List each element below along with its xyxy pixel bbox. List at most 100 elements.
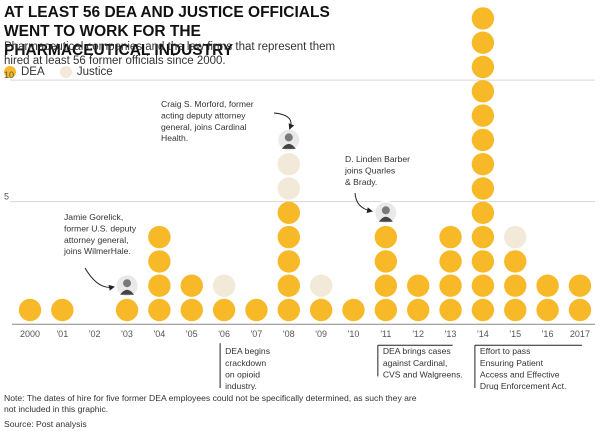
dot-dea [471, 250, 495, 273]
portrait-shoulders [120, 289, 135, 295]
annotation-text: Health. [161, 133, 188, 143]
dot-dea [115, 298, 139, 322]
x-tick-label: '13 [445, 329, 457, 339]
x-tick-label: '10 [348, 329, 360, 339]
portrait-head [381, 206, 390, 215]
legend-item-justice: Justice [59, 66, 113, 78]
portrait-head [123, 279, 132, 288]
annotation-text: joins Quarles [344, 165, 395, 175]
event-text: on opioid [225, 369, 260, 379]
event-text: Ensuring Patient [480, 358, 544, 368]
x-tick-label: '06 [218, 329, 230, 339]
dot-dea [439, 274, 462, 297]
dot-dea [212, 298, 236, 322]
x-tick-label: '05 [186, 329, 198, 339]
x-tick-label: 2000 [20, 329, 40, 339]
legend-item-dea: DEA [4, 66, 45, 78]
dot-dea [407, 274, 430, 297]
dot-dea [277, 225, 300, 249]
x-tick-label: '03 [121, 329, 133, 339]
x-tick-label: '07 [251, 329, 263, 339]
dot-dea [471, 298, 495, 322]
dot-dea [51, 298, 74, 322]
dot-dea [374, 225, 398, 249]
x-tick-label: '14 [477, 329, 489, 339]
dot-dea [504, 298, 527, 322]
dot-dea [439, 298, 462, 322]
event-text: Drug Enforcement Act. [480, 381, 566, 390]
dot-dea [439, 225, 462, 249]
dot-dea [471, 274, 495, 297]
annotation-text: D. Linden Barber [345, 154, 410, 164]
dot-dea [342, 298, 365, 322]
dot-dea [568, 274, 592, 297]
event-text: Access and Effective [480, 369, 560, 379]
dot-dea [471, 225, 495, 249]
legend-label-dea: DEA [21, 66, 45, 78]
dot-justice [504, 225, 527, 249]
event-text: CVS and Walgreens. [383, 369, 463, 379]
chart-title: AT LEAST 56 DEA AND JUSTICE OFFICIALS WE… [4, 4, 330, 59]
dot-justice [212, 274, 236, 297]
source-line: Source: Post analysis [4, 419, 87, 429]
annotation-arrow [84, 267, 115, 291]
x-tick-label: '15 [509, 329, 521, 339]
dot-dea [471, 31, 495, 54]
dot-dea [471, 177, 495, 200]
annotation-text: & Brady. [345, 177, 377, 187]
event-text: Effort to pass [480, 346, 530, 356]
dot-dea [148, 274, 171, 297]
event-text: against Cardinal, [383, 358, 448, 368]
legend-swatch-dea [4, 66, 16, 78]
dot-dea [471, 55, 495, 79]
dot-dea [471, 128, 495, 152]
x-tick-label: '16 [542, 329, 554, 339]
dot-dea [277, 298, 300, 322]
legend: DEA Justice [4, 66, 125, 81]
portrait-head [284, 133, 293, 142]
dot-justice [277, 177, 300, 200]
dot-dea [471, 7, 495, 30]
annotation-text: joins WilmerHale. [63, 246, 131, 256]
x-tick-label: 2017 [570, 329, 590, 339]
x-tick-label: '02 [89, 329, 101, 339]
dot-dea [277, 201, 300, 224]
dot-justice [277, 153, 300, 176]
event-text: crackdown [225, 358, 266, 368]
event-text: industry. [225, 381, 257, 390]
dot-dea [471, 201, 495, 224]
x-tick-label: '12 [412, 329, 424, 339]
dot-dea [374, 274, 398, 297]
dot-dea [439, 250, 462, 273]
portrait-shoulders [378, 216, 393, 222]
x-tick-label: '04 [154, 329, 166, 339]
x-tick-label: '11 [380, 329, 391, 339]
footnote: Note: The dates of hire for five former … [4, 393, 417, 414]
dot-dea [309, 298, 333, 322]
annotation-text: Jamie Gorelick, [64, 212, 123, 222]
y-tick-label: 10 [4, 70, 14, 80]
dot-dea [471, 153, 495, 176]
x-tick-label: '01 [56, 329, 68, 339]
annotation-arrow [273, 112, 295, 130]
dot-dea [180, 298, 203, 322]
dot-dea [374, 298, 398, 322]
dot-dea [504, 250, 527, 273]
dot-dea [148, 250, 171, 273]
dot-dea [536, 274, 559, 297]
annotation-text: general, joins Cardinal [161, 122, 247, 132]
dot-dea [407, 298, 430, 322]
event-text: DEA brings cases [383, 346, 451, 356]
annotation-text: Craig S. Morford, former [161, 99, 254, 109]
dot-dea [374, 250, 398, 273]
dot-dea [568, 298, 592, 322]
annotation-text: acting deputy attorney [161, 110, 246, 120]
x-tick-label: '08 [283, 329, 295, 339]
event-text: DEA begins [225, 346, 270, 356]
dot-dea [245, 298, 268, 322]
annotation-arrow [354, 192, 373, 214]
chart-subtitle: Pharmaceutical companies and the law fir… [4, 41, 336, 67]
dot-dea [148, 298, 171, 322]
y-tick-label: 5 [4, 192, 9, 202]
dot-justice [309, 274, 333, 297]
